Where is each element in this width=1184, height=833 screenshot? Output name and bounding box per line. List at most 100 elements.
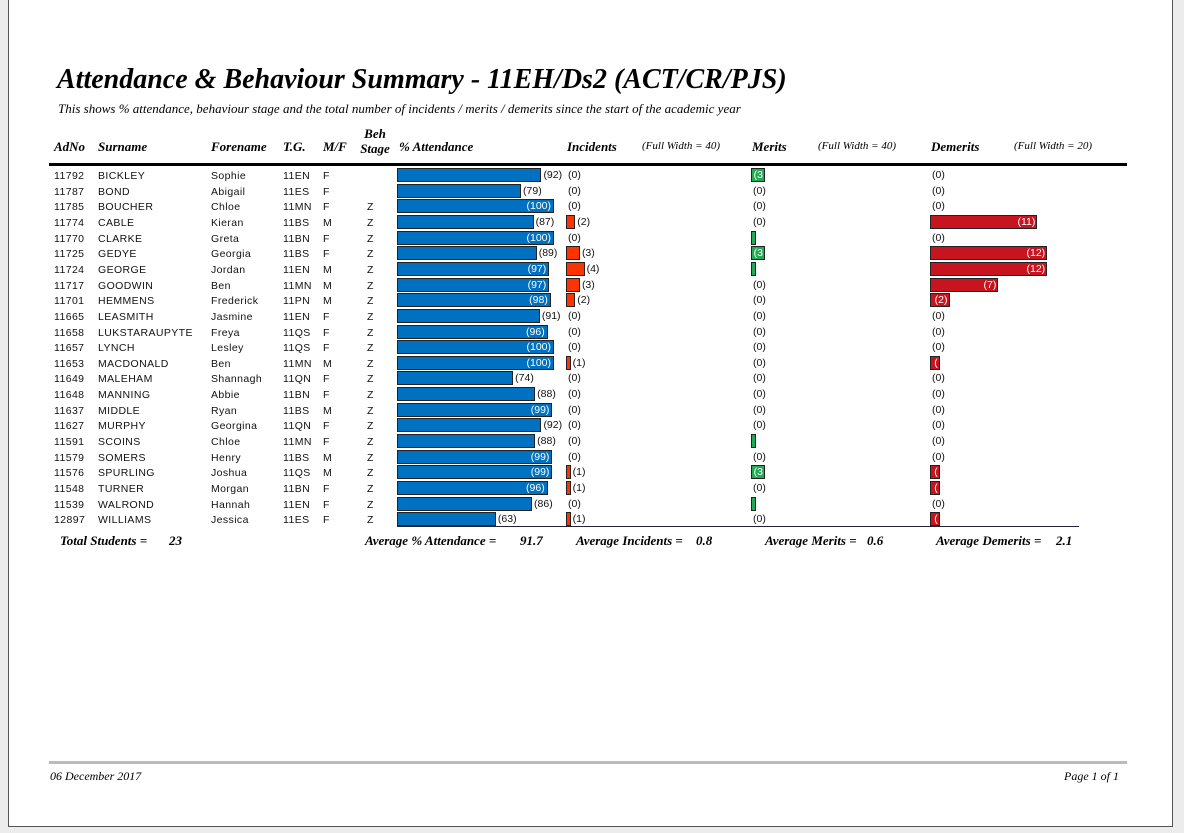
summary-label: Average Merits = xyxy=(765,533,857,548)
cell-forename: Sophie xyxy=(211,170,247,182)
cell-mf: M xyxy=(323,451,333,464)
cell-adno: 11657 xyxy=(54,342,85,355)
demerits-label: (0) xyxy=(932,231,945,244)
attendance-label: (92) xyxy=(543,419,563,432)
attendance-label: (99) xyxy=(530,466,550,479)
column-header: % Attendance xyxy=(399,139,474,154)
cell-forename: Freya xyxy=(211,326,240,339)
merits-label: (0) xyxy=(753,419,766,432)
demerits-bar xyxy=(930,481,940,495)
cell-surname: MANNING xyxy=(98,389,151,402)
cell-surname: BICKLEY xyxy=(98,170,146,182)
incidents-bar xyxy=(566,355,571,370)
cell-tg: 11BN xyxy=(283,483,311,495)
cell-mf: F xyxy=(323,232,330,245)
merits-label: (0) xyxy=(753,215,766,228)
incidents-bar xyxy=(566,261,585,276)
summary-label: Average Demerits = xyxy=(936,533,1042,548)
attendance-bar xyxy=(397,261,550,276)
demerits-bar xyxy=(930,277,999,292)
column-header: T.G. xyxy=(283,139,306,154)
merits-label: (0) xyxy=(753,482,766,494)
attendance-bar xyxy=(397,214,534,229)
cell-tg: 11QS xyxy=(283,342,311,355)
merits-label: (0) xyxy=(753,372,766,385)
table-rule xyxy=(397,526,1079,527)
incidents-label: (0) xyxy=(568,372,581,385)
incidents-label: (0) xyxy=(568,435,581,448)
cell-surname: MACDONALD xyxy=(98,357,169,370)
demerits-label: (12) xyxy=(1026,262,1046,275)
cell-mf: F xyxy=(323,389,330,402)
attendance-label: (63) xyxy=(497,513,517,526)
demerits-bar xyxy=(930,214,1038,229)
column-header: Merits xyxy=(752,139,787,154)
cell-adno: 11637 xyxy=(54,404,85,417)
cell-forename: Ben xyxy=(211,357,231,370)
cell-adno: 11539 xyxy=(54,498,85,511)
cell-mf: M xyxy=(323,404,333,417)
cell-tg: 11BS xyxy=(283,451,310,464)
cell-stage: Z xyxy=(367,357,374,370)
cell-adno: 12897 xyxy=(54,514,86,527)
incidents-label: (2) xyxy=(577,294,591,307)
attendance-label: (100) xyxy=(526,200,551,213)
demerits-label: ) xyxy=(934,466,938,479)
attendance-label: (88) xyxy=(537,435,556,448)
cell-stage: Z xyxy=(367,326,374,339)
attendance-label: (87) xyxy=(535,215,555,228)
cell-stage: Z xyxy=(367,483,374,495)
header-rule xyxy=(49,163,1127,166)
cell-tg: 11BN xyxy=(283,389,311,402)
demerits-bar xyxy=(930,246,1048,261)
cell-adno: 11579 xyxy=(54,451,85,464)
cell-tg: 11ES xyxy=(283,514,310,527)
footer-date: 06 December 2017 xyxy=(50,769,142,783)
demerits-label: (0) xyxy=(932,325,945,338)
incidents-label: (1) xyxy=(572,356,586,369)
cell-forename: Ryan xyxy=(211,404,238,417)
incidents-bar xyxy=(566,512,571,527)
cell-forename: Henry xyxy=(211,451,242,464)
cell-adno: 11724 xyxy=(54,263,85,276)
attendance-label: (100) xyxy=(526,341,551,354)
cell-tg: 11MN xyxy=(283,436,312,449)
cell-stage: Z xyxy=(367,342,374,355)
report-page: Attendance & Behaviour Summary - 11EH/Ds… xyxy=(8,0,1173,827)
demerits-label: (0) xyxy=(932,403,945,416)
cell-forename: Abigail xyxy=(211,185,246,198)
demerits-label: (0) xyxy=(932,169,945,181)
attendance-bar xyxy=(397,308,540,323)
cell-adno: 11648 xyxy=(54,389,85,402)
incidents-label: (0) xyxy=(568,231,581,244)
cell-surname: BOUCHER xyxy=(98,201,154,214)
cell-surname: MURPHY xyxy=(98,420,146,433)
summary-label: Average Incidents = xyxy=(576,533,683,548)
cell-surname: LUKSTARAUPYTE xyxy=(98,326,193,339)
cell-mf: F xyxy=(323,248,330,261)
cell-stage: Z xyxy=(367,514,374,527)
merits-label: (0) xyxy=(753,388,766,401)
attendance-label: (97) xyxy=(527,278,547,291)
cell-forename: Joshua xyxy=(211,467,248,480)
cell-surname: MALEHAM xyxy=(98,373,153,386)
scale-note: (Full Width = 40) xyxy=(818,140,896,152)
cell-forename: Jordan xyxy=(211,263,246,276)
cell-stage: Z xyxy=(367,498,374,511)
demerits-bar xyxy=(930,261,1048,276)
cell-mf: F xyxy=(323,170,330,182)
column-header: Incidents xyxy=(567,139,617,154)
attendance-bar xyxy=(397,246,537,261)
cell-adno: 11792 xyxy=(54,170,85,182)
cell-stage: Z xyxy=(367,248,374,261)
cell-tg: 11QS xyxy=(283,467,311,480)
demerits-label: (12) xyxy=(1026,247,1046,260)
cell-mf: F xyxy=(323,420,330,433)
cell-surname: WALROND xyxy=(98,498,155,511)
cell-adno: 11658 xyxy=(54,326,85,339)
cell-mf: F xyxy=(323,483,330,495)
demerits-label: (0) xyxy=(932,450,945,463)
cell-adno: 11725 xyxy=(54,248,85,261)
cell-forename: Jasmine xyxy=(211,310,253,323)
cell-mf: F xyxy=(323,326,330,339)
